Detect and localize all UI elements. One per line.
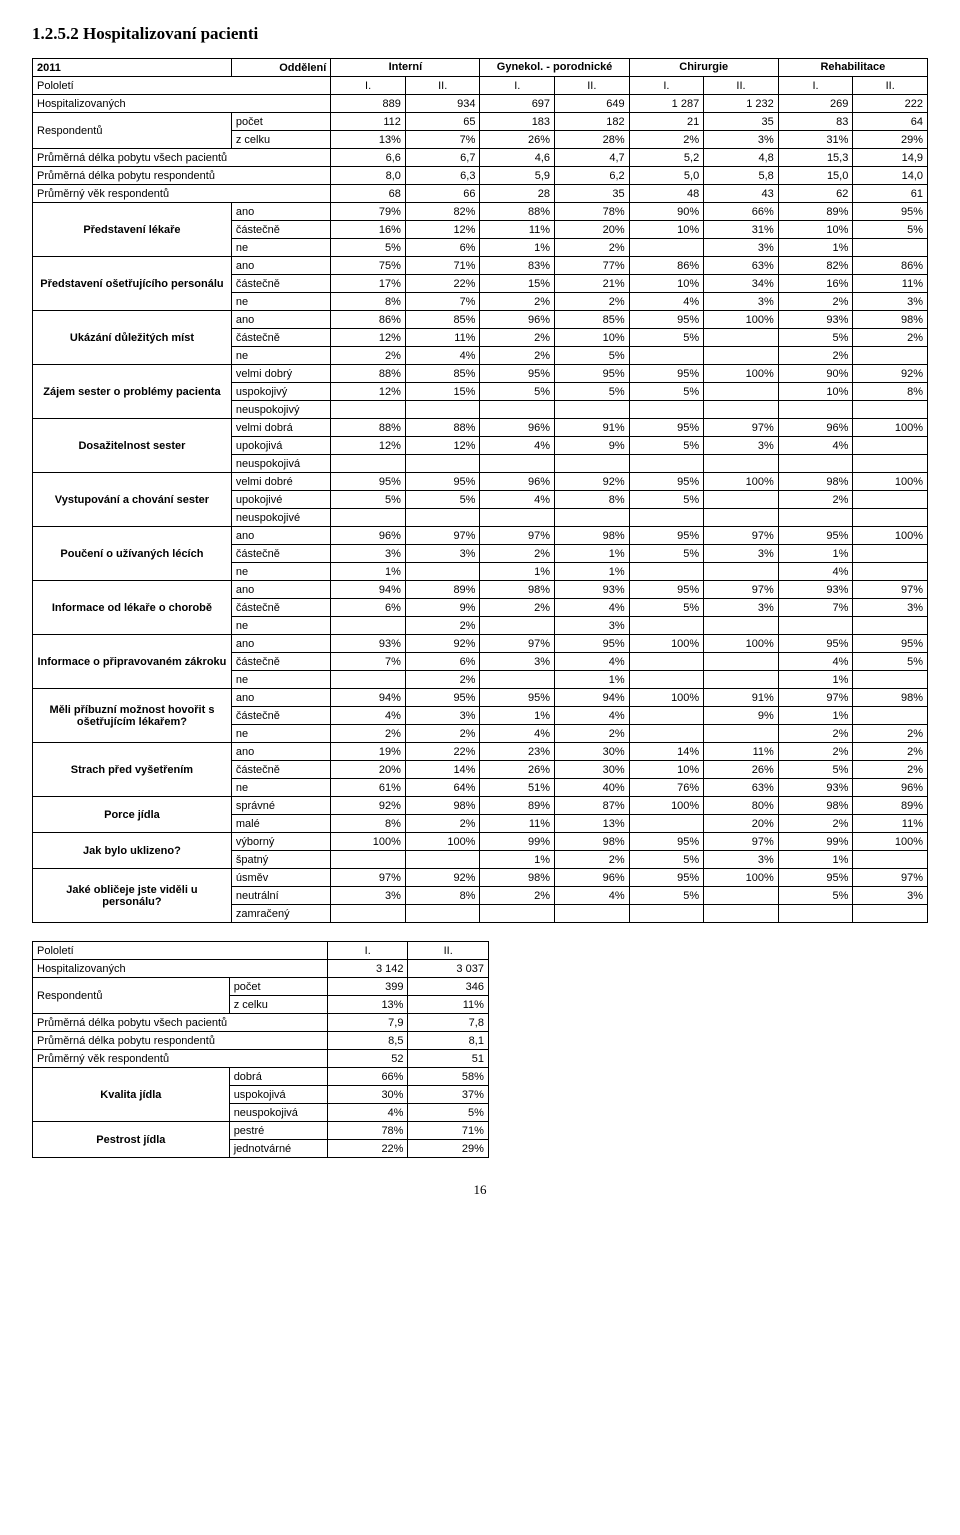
- section-heading: 1.2.5.2 Hospitalizovaní pacienti: [32, 24, 928, 44]
- page-number: 16: [32, 1182, 928, 1198]
- group-label: Vystupování a chování sester: [33, 473, 232, 527]
- group-label: Jaké obličeje jste viděli u personálu?: [33, 869, 232, 923]
- pololeti-col-6: I.: [778, 77, 853, 95]
- pololeti-col-3: II.: [555, 77, 630, 95]
- tables-container: 2011OdděleníInterníGynekol. - porodnické…: [32, 58, 928, 1158]
- pololeti-col-2: I.: [480, 77, 555, 95]
- group-label: Informace od lékaře o chorobě: [33, 581, 232, 635]
- row-label: Průměrná délka pobytu všech pacientů: [33, 149, 331, 167]
- section-title-text: Hospitalizovaní pacienti: [83, 24, 258, 43]
- group-label: Strach před vyšetřením: [33, 743, 232, 797]
- pololeti-col-7: II.: [853, 77, 928, 95]
- row-label: Průměrný věk respondentů: [33, 185, 331, 203]
- group-label: Poučení o užívaných lécích: [33, 527, 232, 581]
- year-cell: 2011: [33, 59, 232, 77]
- section-number: 1.2.5.2: [32, 24, 79, 43]
- dept-group-2: Chirurgie: [629, 59, 778, 77]
- main-table: 2011OdděleníInterníGynekol. - porodnické…: [32, 58, 928, 923]
- group-label: Měli příbuzní možnost hovořit s ošetřují…: [33, 689, 232, 743]
- pololeti-col-0: I.: [331, 77, 406, 95]
- pololeti-col-5: II.: [704, 77, 779, 95]
- group-label: Informace o připravovaném zákroku: [33, 635, 232, 689]
- group-label: Představení ošetřujícího personálu: [33, 257, 232, 311]
- dept-group-0: Interní: [331, 59, 480, 77]
- summary-table: PololetíI.II.Hospitalizovaných3 1423 037…: [32, 941, 489, 1158]
- pololeti-label: Pololetí: [33, 77, 331, 95]
- group-label: Jak bylo uklizeno?: [33, 833, 232, 869]
- group-label: Představení lékaře: [33, 203, 232, 257]
- group-label: Dosažitelnost sester: [33, 419, 232, 473]
- summary-pololeti-label: Pololetí: [33, 942, 328, 960]
- dept-label: Oddělení: [231, 59, 330, 77]
- group-label: Porce jídla: [33, 797, 232, 833]
- row-label: Průměrná délka pobytu respondentů: [33, 167, 331, 185]
- dept-group-3: Rehabilitace: [778, 59, 927, 77]
- group-label: Ukázání důležitých míst: [33, 311, 232, 365]
- resp-label: Respondentů: [33, 113, 232, 149]
- row-label: Hospitalizovaných: [33, 95, 331, 113]
- dept-group-1: Gynekol. - porodnické: [480, 59, 629, 77]
- pololeti-col-4: I.: [629, 77, 704, 95]
- group-label: Zájem sester o problémy pacienta: [33, 365, 232, 419]
- pololeti-col-1: II.: [405, 77, 480, 95]
